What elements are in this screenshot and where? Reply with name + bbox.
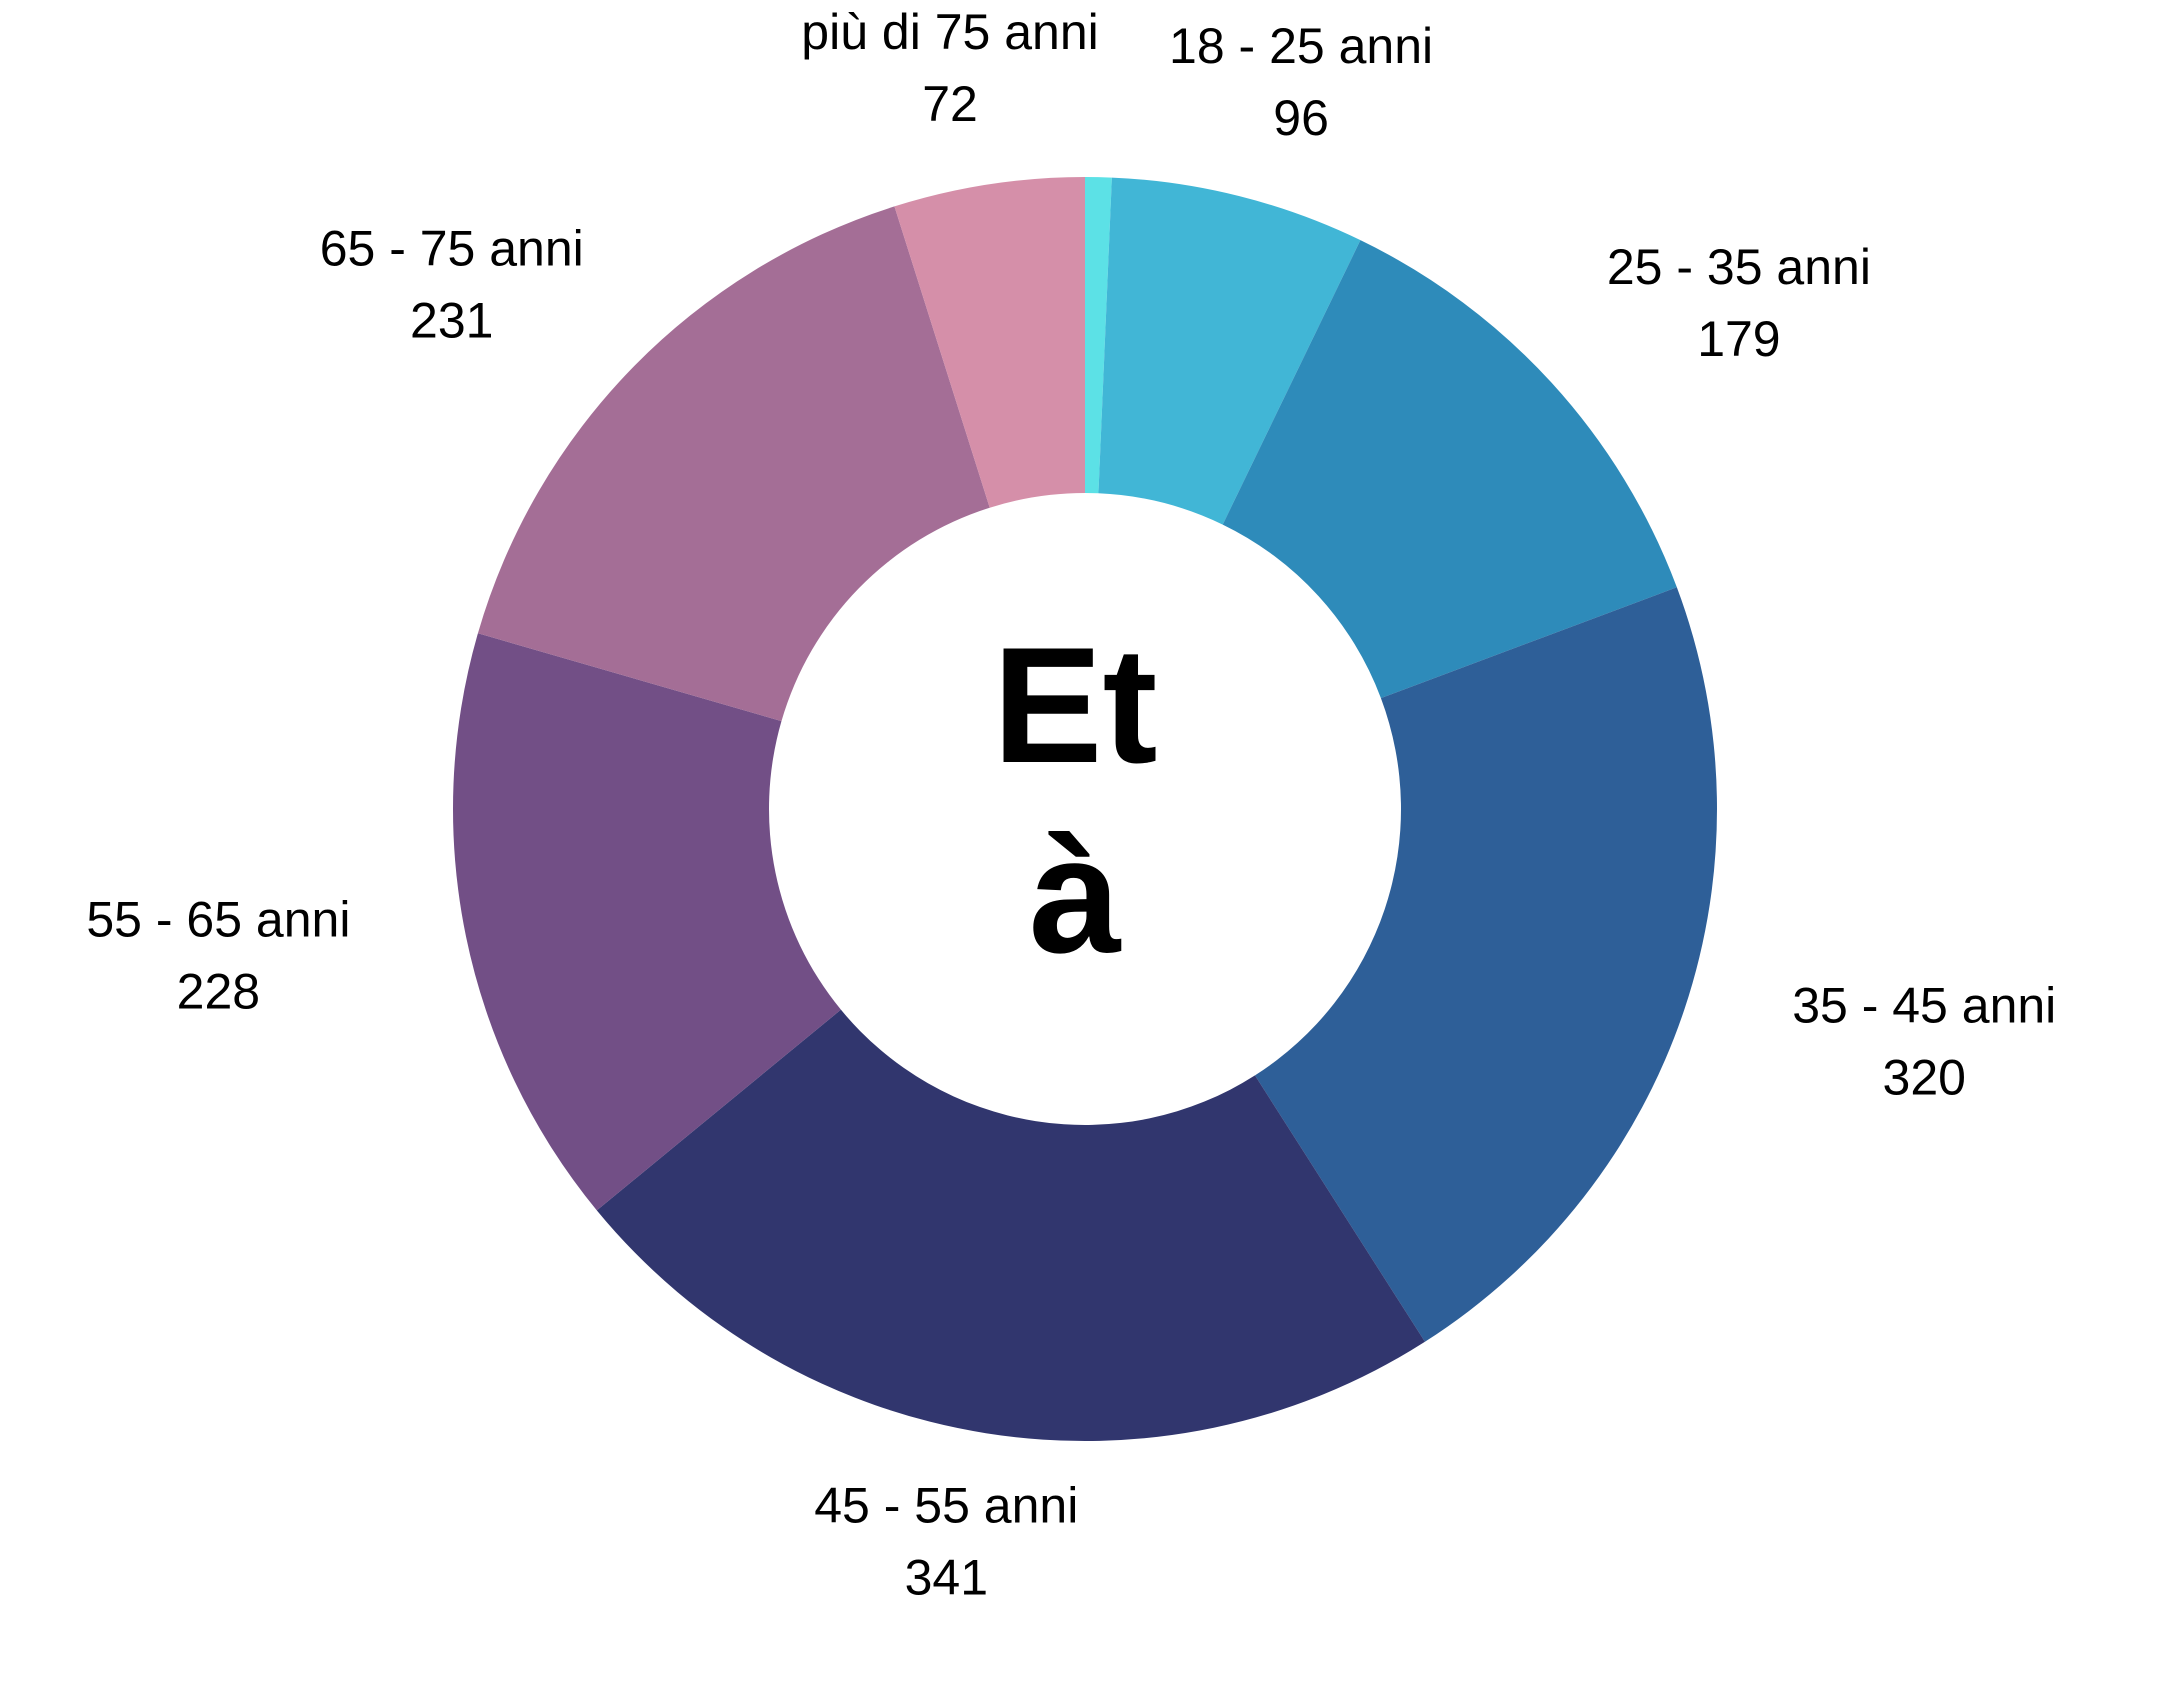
value-label: 320 — [1883, 1049, 1966, 1105]
slice — [894, 177, 1085, 508]
slice — [477, 206, 990, 722]
value-label: 179 — [1697, 311, 1780, 367]
slice-label: 35 - 45 anni — [1792, 977, 2056, 1033]
chart-title: Età — [992, 613, 1158, 987]
value-label: 228 — [177, 964, 260, 1020]
slice — [1254, 587, 1718, 1342]
slice-label: 45 - 55 anni — [814, 1478, 1078, 1534]
value-label: 72 — [922, 76, 978, 132]
slice-label: 65 - 75 anni — [320, 220, 584, 276]
value-label: 231 — [410, 292, 493, 348]
slice-label: 18 - 25 anni — [1169, 18, 1433, 74]
slice — [1098, 177, 1361, 525]
slice — [452, 633, 841, 1211]
slice — [1085, 177, 1112, 494]
slice-label: più di 75 anni — [801, 4, 1098, 60]
value-label: 96 — [1273, 90, 1329, 146]
slice-label: 25 - 35 anni — [1607, 239, 1871, 295]
slice-label: 55 - 65 anni — [86, 892, 350, 948]
value-label: 341 — [905, 1550, 988, 1606]
slice — [1222, 240, 1677, 699]
slice — [596, 1009, 1425, 1441]
